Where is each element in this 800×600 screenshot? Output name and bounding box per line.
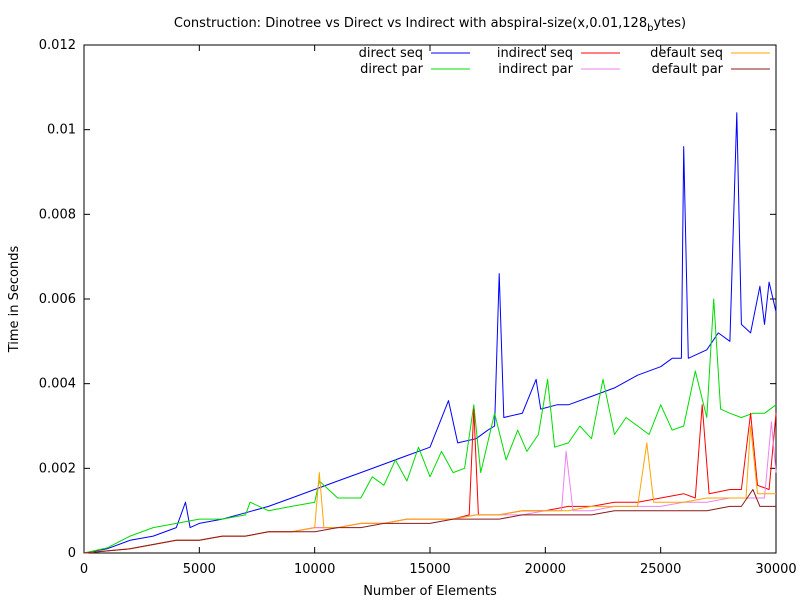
y-tick-label: 0.004: [39, 377, 76, 392]
x-axis-title: Number of Elements: [363, 584, 497, 599]
legend-label: default par: [652, 62, 724, 77]
series-line-direct-par: [83, 298, 777, 554]
axis-ticks: 0 5000 10000 15000 20000 25000 30000 0 0.002 0.00…: [39, 38, 797, 577]
y-axis-title: Time in Seconds: [7, 246, 22, 354]
series-lines: [83, 112, 777, 554]
y-tick-label: 0.006: [39, 292, 76, 307]
series-line-default-seq: [83, 425, 776, 554]
series-line-indirect-seq: [83, 404, 777, 554]
x-tick-label: 30000: [755, 562, 796, 577]
x-tick-label: 25000: [640, 562, 681, 577]
y-tick-label: 0.008: [39, 207, 76, 222]
legend-label: direct seq: [359, 46, 423, 61]
chart-title: Construction: Dinotree vs Direct vs Indi…: [174, 16, 686, 34]
series-line-direct-seq: [83, 112, 777, 554]
series-line-indirect-par: [83, 421, 777, 554]
x-tick-label: 5000: [183, 562, 216, 577]
y-tick-label: 0: [68, 546, 76, 561]
legend-label: direct par: [360, 62, 424, 77]
legend-label: default seq: [650, 46, 723, 61]
x-tick-label: 0: [80, 562, 88, 577]
y-tick-label: 0.01: [47, 123, 76, 138]
legend-label: indirect par: [498, 62, 573, 77]
legend-label: indirect seq: [497, 46, 573, 61]
x-tick-label: 15000: [409, 562, 450, 577]
series-line-default-par: [83, 489, 776, 554]
y-tick-label: 0.002: [39, 461, 76, 476]
y-tick-label: 0.012: [39, 38, 76, 53]
x-tick-label: 10000: [294, 562, 335, 577]
x-tick-label: 20000: [525, 562, 566, 577]
